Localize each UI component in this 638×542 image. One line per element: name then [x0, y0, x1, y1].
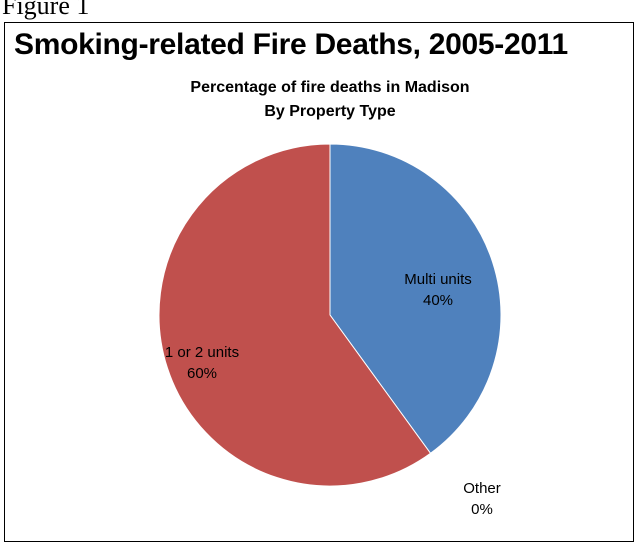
pie-labels: Multi units 40% Other 0% 1 or 2 units 60%: [165, 271, 501, 518]
pie-label-other: Other 0%: [463, 480, 501, 518]
pie-label-1-or-2-units: 1 or 2 units 60%: [165, 344, 239, 382]
pie-label-percent: 0%: [471, 501, 493, 518]
pie-label-percent: 40%: [423, 292, 453, 309]
pie-chart: Multi units 40% Other 0% 1 or 2 units 60%: [158, 143, 502, 518]
main-title: Smoking-related Fire Deaths, 2005-2011: [14, 28, 568, 61]
pie-label-percent: 60%: [187, 365, 217, 382]
pie-label-name: Multi units: [404, 271, 472, 288]
chart-title-line-2: By Property Type: [264, 103, 396, 120]
pie-slice-1-or-2-units: [158, 143, 432, 487]
pie-label-multi-units: Multi units 40%: [404, 271, 472, 309]
pie-label-name: 1 or 2 units: [165, 344, 239, 361]
pie-label-name: Other: [463, 480, 501, 497]
figure-label: Figure 1: [2, 0, 90, 20]
pie-slice-multi-units: [329, 143, 502, 455]
chart-title: Percentage of fire deaths in Madison By …: [100, 76, 560, 124]
chart-title-line-1: Percentage of fire deaths in Madison: [190, 79, 470, 96]
pie-slices: [158, 143, 502, 487]
